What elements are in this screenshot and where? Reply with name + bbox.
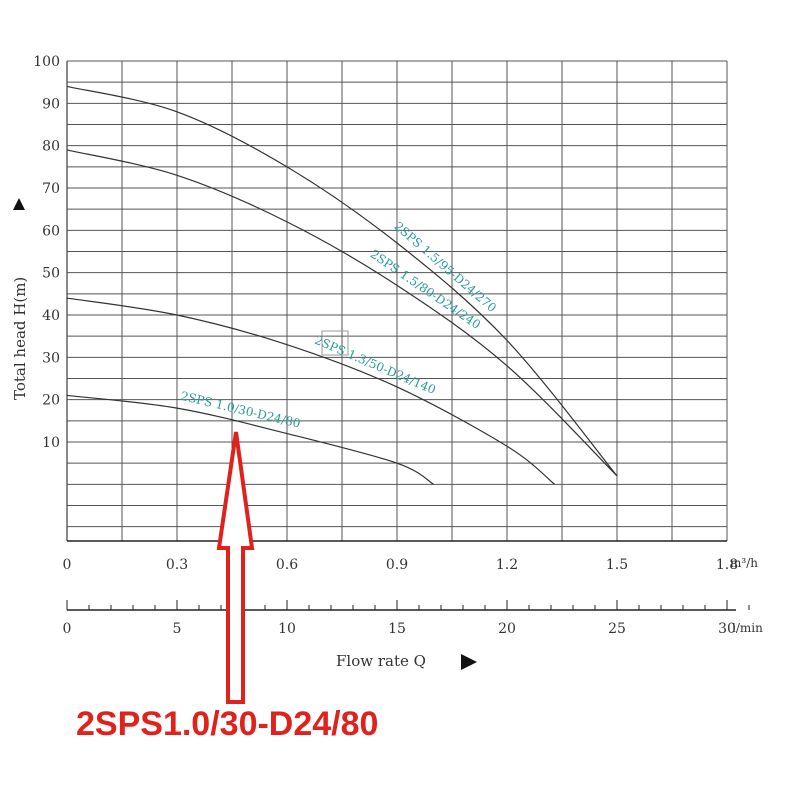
y-tick-label: 100 (33, 54, 60, 70)
red-arrow-icon (216, 431, 255, 704)
x-unit-primary: m³/h (730, 556, 758, 570)
x-tick-labels: 0 0.3 0.6 0.9 1.2 1.5 1.8 (63, 557, 739, 573)
y-tick-label: 50 (42, 266, 60, 282)
x2-tick-label: 25 (608, 621, 626, 637)
x-tick-label: 0.9 (386, 557, 408, 573)
x-axis-label: Flow rate Q (336, 652, 426, 670)
y-tick-label: 80 (42, 139, 60, 155)
center-square-marker (321, 330, 349, 356)
curve-line (66, 297, 556, 485)
curve-label: 2SPS 1.3/50-D24/140 (313, 333, 438, 397)
x-tick-label: 1.2 (496, 557, 518, 573)
x-tick-label: 0.3 (166, 557, 188, 573)
y-tick-label: 60 (42, 223, 60, 239)
x-axis-arrow-icon (461, 654, 477, 670)
annotation-caption: 2SPS1.0/30-D24/80 (76, 705, 378, 743)
x2-tick-label: 30 (718, 621, 736, 637)
y-tick-label: 20 (42, 393, 60, 409)
curve-line (66, 85, 618, 477)
x2-tick-label: 10 (278, 621, 296, 637)
y-axis-label: Total head H(m) (11, 277, 29, 400)
y-axis-arrow-icon (13, 198, 25, 210)
x2-tick-label: 20 (498, 621, 516, 637)
x-tick-label: 1.8 (716, 557, 738, 573)
curve-line (66, 394, 434, 485)
curve-label: 2SPS 1.0/30-D24/80 (179, 389, 302, 431)
y-tick-label: 90 (42, 96, 60, 112)
grid (66, 60, 728, 542)
x2-tick-label: 5 (173, 621, 182, 637)
y-tick-label: 30 (42, 350, 60, 366)
y-tick-label: 70 (42, 181, 60, 197)
y-tick-label: 40 (42, 308, 60, 324)
y-tick-label: 10 (42, 435, 60, 451)
curve-line (66, 149, 618, 477)
x-tick-label: 0.6 (276, 557, 298, 573)
x-tick-label: 1.5 (606, 557, 628, 573)
x-tick-label: 0 (63, 557, 72, 573)
x2-tick-label: 0 (63, 621, 72, 637)
x2-tick-label: 15 (388, 621, 406, 637)
secondary-x-axis: 0 5 10 15 20 25 30 (63, 600, 750, 637)
x-unit-secondary: l/min (732, 621, 763, 635)
y-tick-labels: 10 20 30 40 50 60 70 80 90 100 (33, 54, 60, 451)
